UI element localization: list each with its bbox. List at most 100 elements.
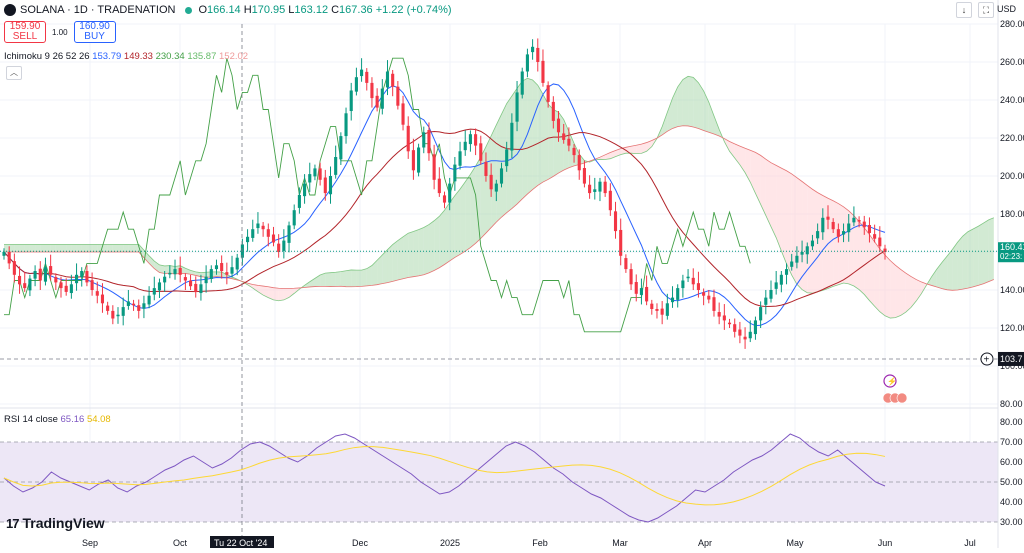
- ichimoku-cloud-segment: [289, 288, 295, 298]
- ichimoku-cloud-segment: [745, 148, 751, 183]
- rsi-axis-tick: 50.00: [1000, 477, 1023, 487]
- candle-body: [510, 122, 514, 151]
- ichimoku-cloud-segment: [14, 244, 20, 252]
- candle-body: [556, 118, 561, 133]
- candle-body: [69, 284, 73, 294]
- time-axis-label: Sep: [82, 538, 98, 548]
- ichimoku-cloud-segment: [35, 244, 41, 252]
- candle-body: [608, 190, 612, 211]
- candle-body: [769, 290, 773, 299]
- ichimoku-cloud-segment: [548, 104, 554, 180]
- candle-body: [163, 276, 167, 283]
- candle-body: [541, 60, 545, 83]
- ichimoku-cloud-segment: [55, 244, 62, 252]
- candle-body: [536, 47, 540, 62]
- ichimoku-legend[interactable]: Ichimoku 9 26 52 26 153.79 149.33 230.34…: [4, 51, 249, 62]
- tradingview-logo[interactable]: 17 TradingView: [6, 515, 105, 531]
- candle-body: [313, 168, 317, 177]
- ichimoku-cloud-segment: [444, 202, 450, 265]
- ichimoku-cloud-segment: [81, 244, 87, 252]
- candle-body: [235, 257, 239, 270]
- candle-body: [7, 252, 11, 264]
- candle-body: [23, 283, 27, 289]
- candle-body: [17, 275, 22, 285]
- ichimoku-cloud-segment: [149, 255, 155, 269]
- time-axis-label: Jun: [878, 538, 893, 548]
- collapse-legend-icon[interactable]: ︿: [6, 66, 22, 80]
- candle-body: [572, 147, 576, 156]
- ichimoku-cloud-segment: [102, 244, 108, 252]
- candle-body: [33, 271, 37, 279]
- crosshair-price-bg: [998, 351, 1024, 366]
- candle-body: [722, 315, 726, 321]
- fullscreen-icon[interactable]: ⛶: [978, 2, 994, 18]
- candle-body: [277, 243, 281, 252]
- time-axis-label: May: [786, 538, 804, 548]
- price-axis-tick: 240.00: [1000, 95, 1024, 105]
- candle-body: [360, 69, 364, 77]
- ichimoku-cloud-segment: [257, 285, 264, 296]
- ichimoku-cloud-segment: [465, 174, 471, 252]
- candle-body: [147, 295, 151, 305]
- solana-logo-icon: [4, 4, 16, 16]
- currency-label[interactable]: USD: [996, 4, 1016, 14]
- buy-button[interactable]: 160.90 BUY: [73, 21, 116, 43]
- price-axis-tick: 280.00: [1000, 19, 1024, 29]
- us-flag-event-icon: [896, 392, 908, 404]
- ichimoku-cloud-segment: [812, 189, 818, 294]
- ichimoku-cloud-segment: [770, 162, 777, 238]
- ichimoku-cloud-segment: [133, 244, 139, 252]
- ichimoku-cloud-segment: [713, 115, 720, 136]
- candle-body: [867, 225, 872, 233]
- add-alert-icon: [980, 352, 994, 366]
- ichimoku-cloud-segment: [92, 244, 98, 252]
- candle-body: [282, 240, 286, 251]
- download-icon[interactable]: ↓: [956, 2, 972, 18]
- ichimoku-cloud-segment: [688, 76, 694, 127]
- candle-body: [349, 90, 353, 112]
- candle-body: [49, 266, 53, 275]
- time-axis-label: 2025: [440, 538, 460, 548]
- candle-body: [225, 272, 229, 275]
- candle-body: [152, 288, 156, 295]
- candle-body: [214, 265, 219, 270]
- ichimoku-cloud-segment: [859, 221, 865, 295]
- ichimoku-cloud-segment: [340, 270, 347, 287]
- candle-body: [515, 92, 519, 122]
- ichimoku-cloud-segment: [320, 273, 326, 287]
- ichimoku-cloud-segment: [408, 231, 414, 278]
- candle-body: [121, 307, 125, 316]
- ichimoku-cloud-segment: [610, 150, 616, 159]
- ichimoku-cloud-segment: [641, 142, 647, 154]
- sell-button[interactable]: 159.90 SELL: [4, 21, 46, 43]
- ichimoku-cloud-segment: [501, 103, 507, 218]
- candle-body: [365, 71, 369, 83]
- candle-body: [753, 320, 757, 335]
- candle-body: [686, 276, 690, 279]
- ichimoku-cloud-segment: [361, 268, 367, 287]
- candle-body: [453, 164, 457, 182]
- market-status-icon[interactable]: [185, 6, 193, 14]
- candle-body: [821, 217, 825, 233]
- rsi-legend[interactable]: RSI 14 close 65.16 54.08: [4, 414, 111, 425]
- last-price-label-bg: [998, 242, 1024, 263]
- ichimoku-conversion-line: [3, 83, 886, 327]
- ichimoku-cloud-segment: [434, 216, 440, 271]
- candle-body: [712, 297, 716, 311]
- ichimoku-cloud-segment: [66, 244, 72, 252]
- ichimoku-cloud-segment: [967, 228, 974, 289]
- candle-body: [577, 155, 581, 171]
- candle-body: [28, 278, 32, 291]
- ichimoku-cloud-segment: [827, 198, 834, 289]
- candle-body: [463, 141, 467, 151]
- ichimoku-cloud-segment: [765, 159, 771, 227]
- sell-price: 159.90: [9, 21, 41, 32]
- candle-body: [639, 288, 643, 295]
- candle-body: [847, 223, 851, 233]
- candle-body: [401, 103, 405, 125]
- symbol-title[interactable]: SOLANA · 1D · TRADENATION: [20, 4, 176, 16]
- ichimoku-cloud-segment: [61, 244, 67, 252]
- ichimoku-cloud-segment: [50, 244, 56, 252]
